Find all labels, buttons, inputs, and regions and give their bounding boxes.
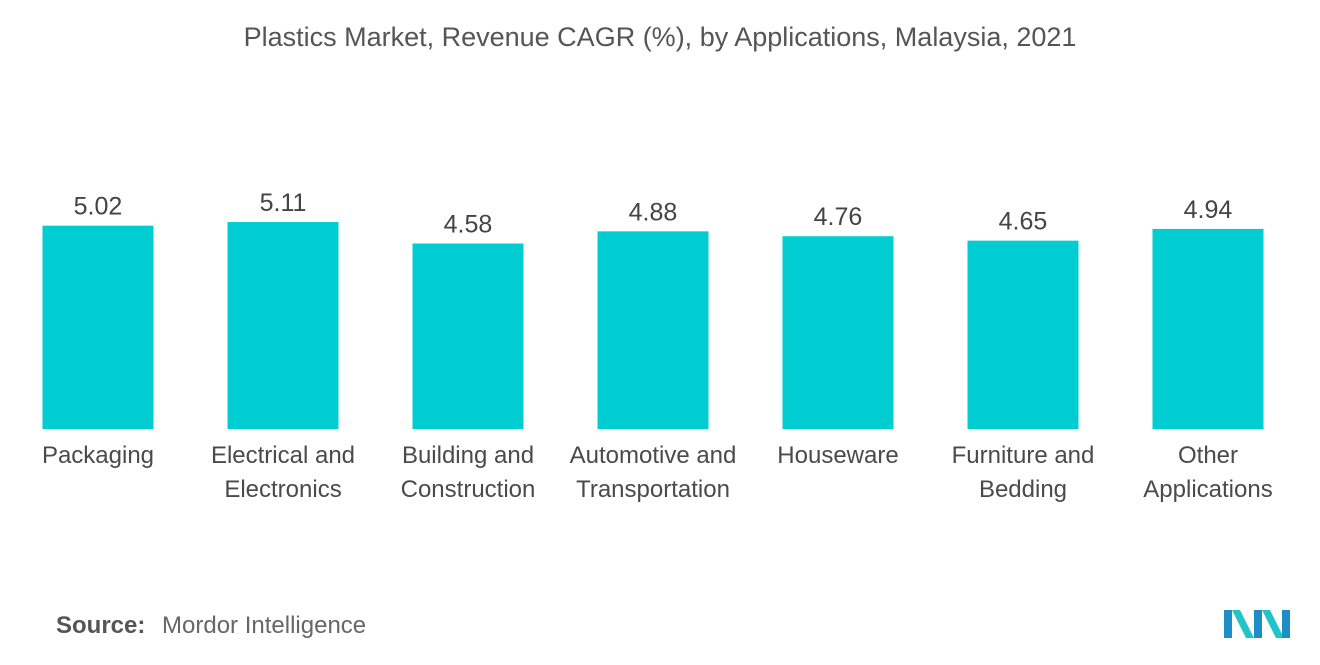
category-label-4: Automotive and Transportation	[569, 442, 737, 503]
bar-value-label-6: 4.65	[999, 208, 1048, 236]
bar-value-label-7: 4.94	[1184, 196, 1233, 224]
source-label: Source:	[56, 612, 146, 639]
bar-value-label-4: 4.88	[629, 198, 678, 226]
bar-3	[412, 243, 524, 429]
category-label-1: Packaging	[41, 442, 155, 469]
bar-value-label-2: 5.11	[260, 189, 307, 217]
category-label-7: Other Applications	[1143, 442, 1273, 503]
bar-7	[1152, 228, 1264, 429]
bar-2	[227, 222, 339, 429]
bar-value-label-3: 4.58	[444, 211, 493, 239]
mordor-intelligence-logo-icon	[1224, 610, 1290, 638]
category-label-5: Houseware	[777, 442, 899, 469]
chart-title: Plastics Market, Revenue CAGR (%), by Ap…	[243, 22, 1077, 52]
category-label-3: Building and Construction	[400, 442, 536, 503]
bar-1	[42, 225, 154, 429]
bar-value-label-1: 5.02	[74, 193, 123, 221]
bar-chart: 5.02 5.11 4.58 4.88 4.76 4.65 4.94	[42, 189, 1264, 429]
source-text: Mordor Intelligence	[162, 612, 367, 639]
bar-5	[782, 236, 894, 429]
category-label-2: Electrical and Electronics	[210, 442, 356, 503]
bar-value-label-5: 4.76	[814, 203, 863, 231]
bar-4	[597, 231, 709, 429]
bar-6	[967, 240, 1079, 429]
category-label-6: Furniture and Bedding	[951, 442, 1095, 503]
source-note: Source: Mordor Intelligence	[56, 612, 366, 640]
